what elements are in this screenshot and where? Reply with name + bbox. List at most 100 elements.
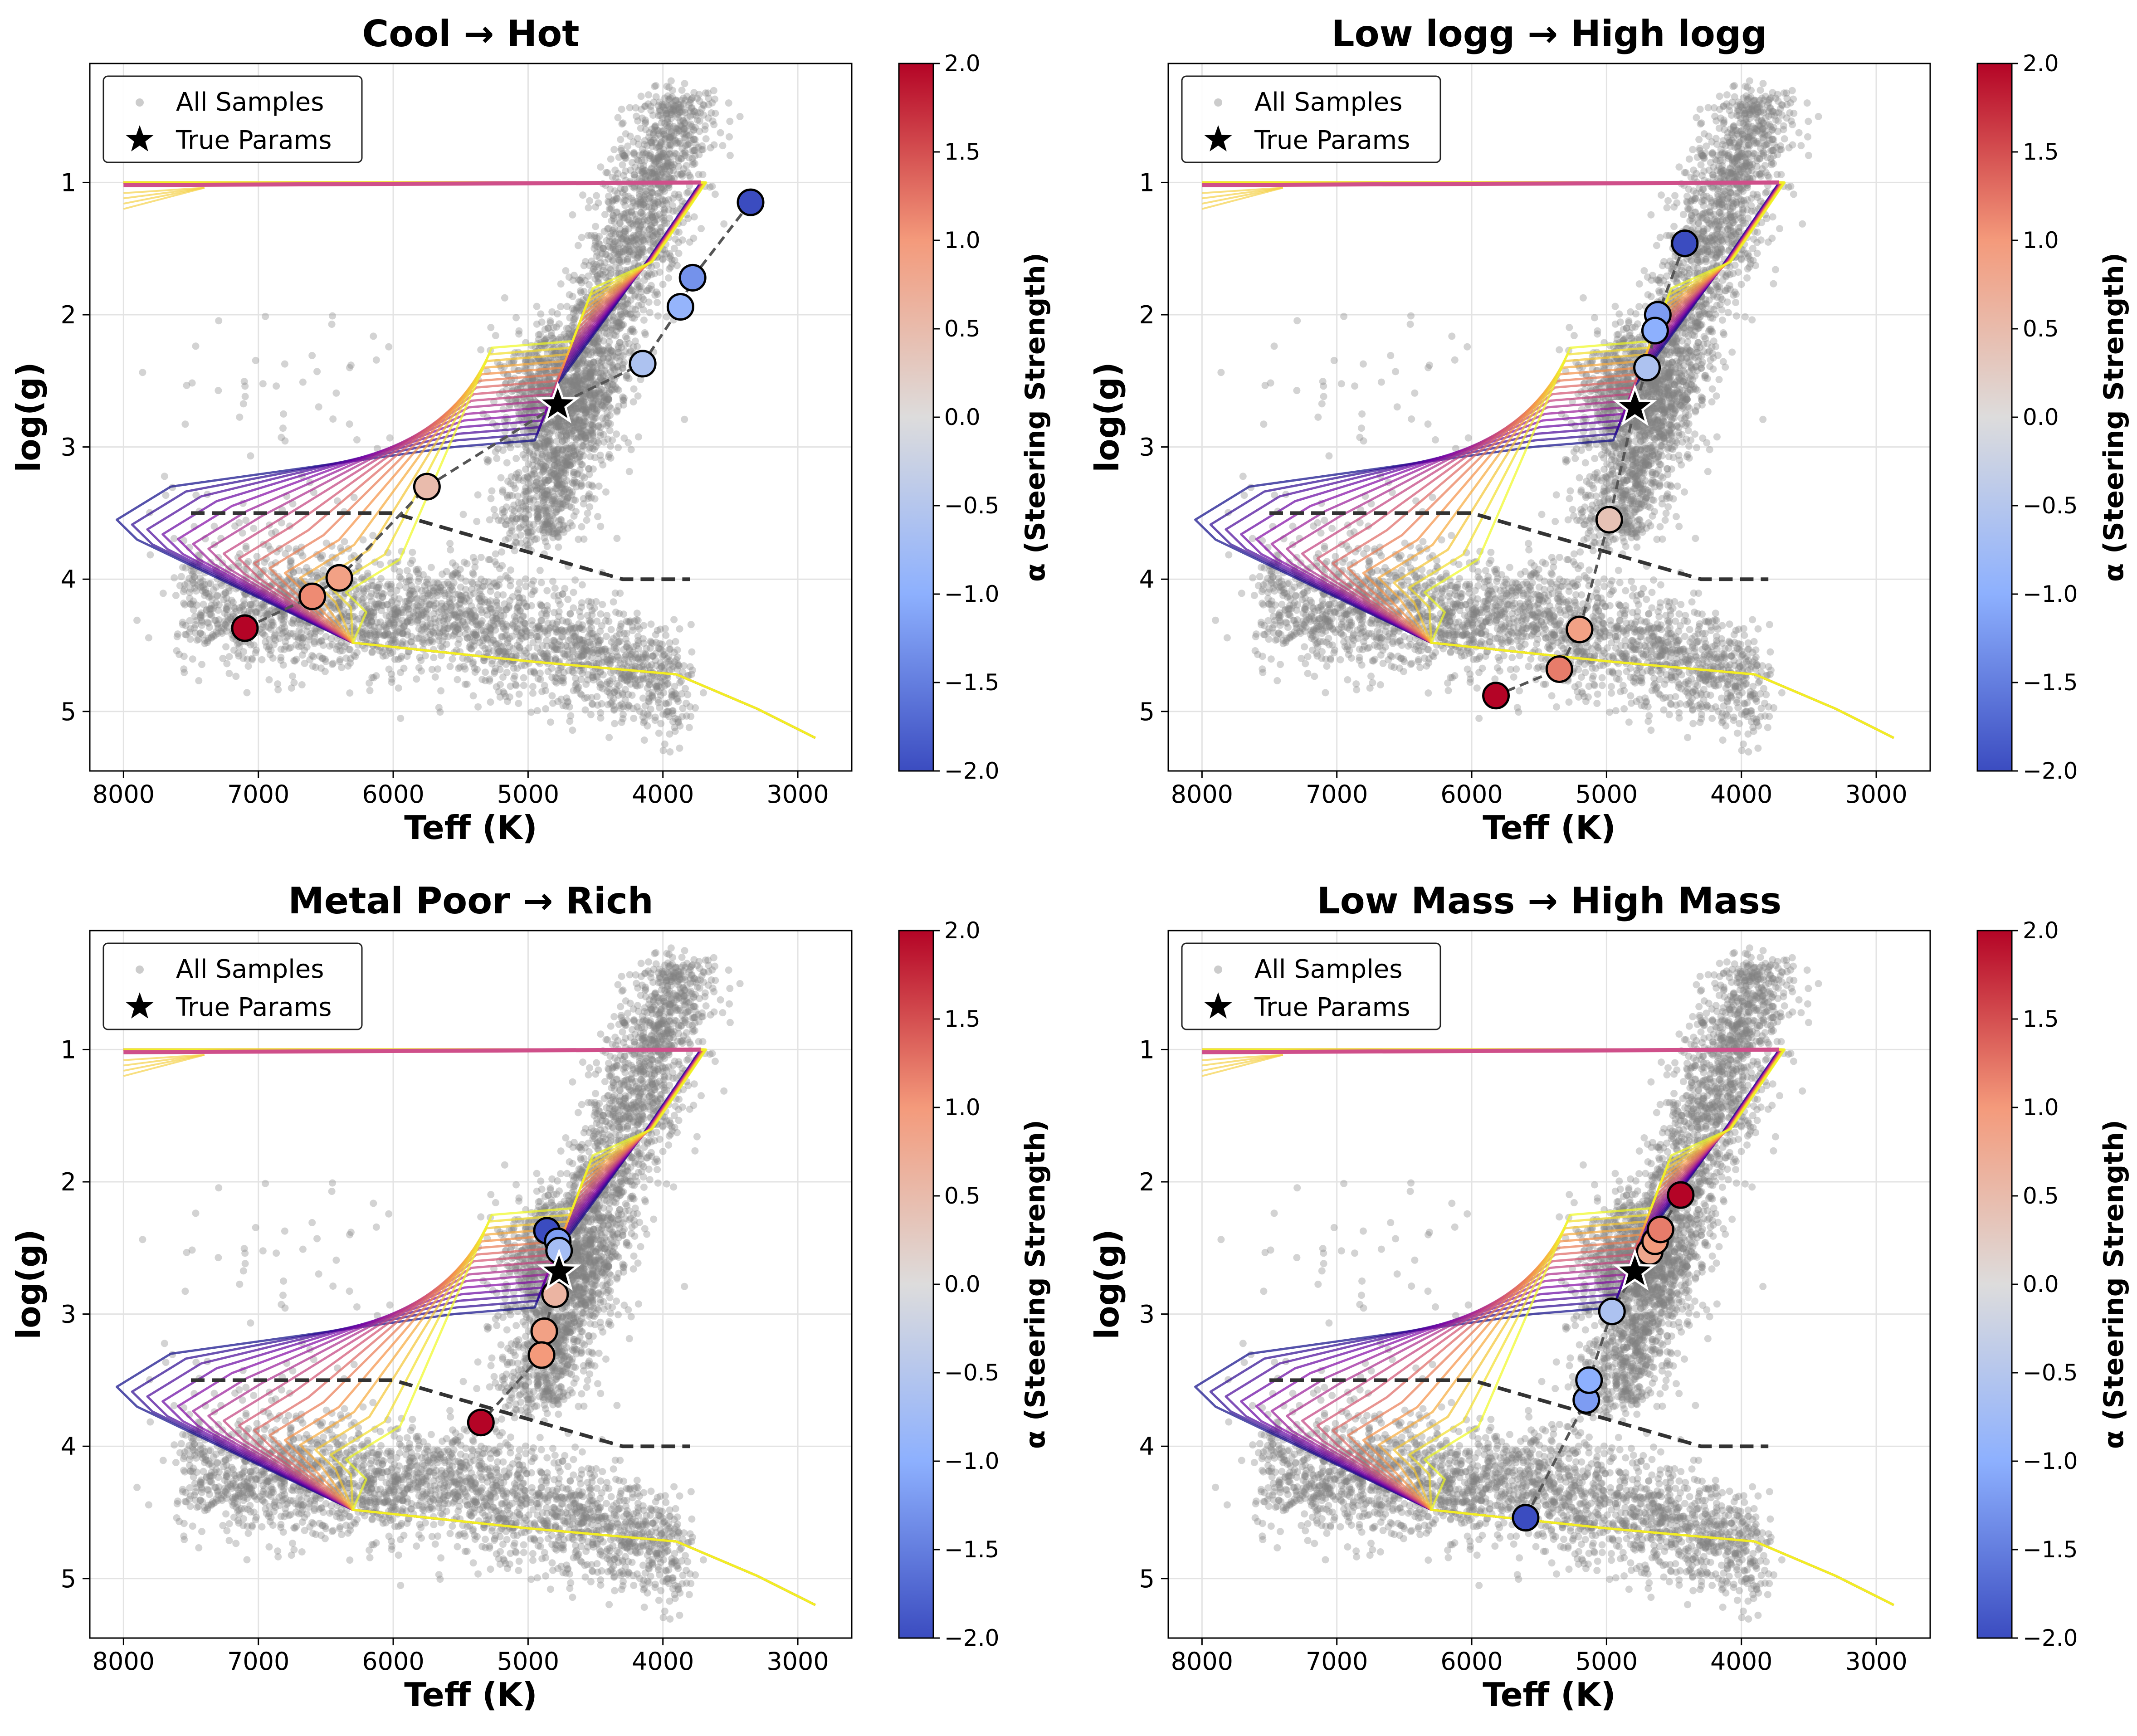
sample-point xyxy=(620,198,627,206)
sample-point xyxy=(565,493,572,501)
sample-point xyxy=(528,590,536,598)
sample-point xyxy=(425,600,433,608)
sample-point xyxy=(542,610,550,618)
sample-point xyxy=(698,105,706,112)
sample-point xyxy=(404,618,411,626)
sample-point xyxy=(673,129,680,137)
sample-point xyxy=(626,132,634,140)
sample-point xyxy=(427,564,435,571)
sample-point xyxy=(564,494,571,502)
sample-point xyxy=(197,612,205,619)
sample-point xyxy=(616,220,624,227)
sample-point xyxy=(504,697,511,705)
sample-point xyxy=(639,151,646,158)
sample-point xyxy=(596,254,604,262)
sample-point xyxy=(527,708,535,716)
sample-point xyxy=(387,580,395,588)
sample-point xyxy=(214,592,221,600)
sample-point xyxy=(434,588,441,596)
sample-point xyxy=(517,523,524,531)
sample-point xyxy=(403,567,411,575)
sample-point xyxy=(454,623,462,631)
sample-point xyxy=(555,543,562,551)
sample-point xyxy=(358,596,366,604)
sample-point xyxy=(574,384,582,392)
sample-point xyxy=(205,593,213,601)
sample-point xyxy=(517,513,524,521)
sample-point xyxy=(569,653,576,661)
sample-point xyxy=(534,636,542,644)
sample-point xyxy=(507,473,515,481)
sample-point xyxy=(462,585,469,593)
sample-point xyxy=(615,153,623,161)
sample-point xyxy=(556,526,563,534)
sample-point xyxy=(606,244,614,252)
sample-point xyxy=(654,299,661,306)
sample-point xyxy=(661,94,668,102)
sample-point xyxy=(514,493,522,500)
sample-point xyxy=(589,701,596,708)
sample-point xyxy=(446,540,454,547)
sample-point xyxy=(530,521,537,528)
sample-point xyxy=(654,163,662,171)
sample-point xyxy=(667,162,675,170)
sample-point xyxy=(528,617,536,624)
sample-point xyxy=(550,456,558,464)
sample-point xyxy=(293,655,300,663)
sample-point xyxy=(277,653,285,661)
sample-point xyxy=(578,669,586,677)
sample-point xyxy=(616,590,624,597)
sample-point xyxy=(522,505,530,512)
sample-point xyxy=(473,517,481,525)
sample-point xyxy=(182,564,190,572)
sample-point xyxy=(538,688,546,696)
sample-point xyxy=(546,718,554,726)
sample-point xyxy=(397,715,405,722)
sample-point xyxy=(478,676,486,683)
sample-point xyxy=(683,131,690,138)
sample-point xyxy=(622,333,629,341)
sample-point xyxy=(588,694,595,702)
sample-point xyxy=(640,736,648,744)
sample-point xyxy=(497,474,505,482)
sample-point xyxy=(632,682,639,689)
sample-point xyxy=(687,96,694,104)
sample-point xyxy=(661,740,668,748)
sample-point xyxy=(298,651,306,659)
sample-point xyxy=(551,462,558,469)
sample-point xyxy=(619,365,627,372)
sample-point xyxy=(449,559,457,567)
sample-point xyxy=(666,105,674,113)
sample-point xyxy=(557,423,565,430)
sample-point xyxy=(668,260,676,268)
sample-point xyxy=(644,684,651,692)
sample-point xyxy=(522,518,530,526)
sample-point xyxy=(180,665,188,673)
sample-point xyxy=(563,433,571,441)
sample-point xyxy=(398,653,405,660)
sample-point xyxy=(336,656,344,663)
sample-point xyxy=(639,220,647,228)
sample-point xyxy=(679,704,687,712)
sample-point xyxy=(668,101,675,108)
sample-point xyxy=(565,325,572,332)
sample-point xyxy=(647,139,655,146)
sample-point xyxy=(587,403,595,411)
sample-point xyxy=(542,463,549,470)
sample-point xyxy=(628,692,636,699)
sample-point xyxy=(537,463,545,470)
sample-point xyxy=(668,142,675,149)
sample-point xyxy=(493,454,501,462)
sample-point xyxy=(678,144,686,152)
sample-point xyxy=(564,647,571,654)
sample-point xyxy=(204,619,211,626)
sample-point xyxy=(406,591,414,599)
sample-point xyxy=(578,234,585,241)
sample-point xyxy=(654,290,661,298)
sample-point xyxy=(563,694,571,702)
sample-point xyxy=(541,628,549,636)
sample-point xyxy=(329,659,337,667)
sample-point xyxy=(652,122,659,130)
sample-point xyxy=(587,394,595,401)
sample-point xyxy=(341,538,348,546)
